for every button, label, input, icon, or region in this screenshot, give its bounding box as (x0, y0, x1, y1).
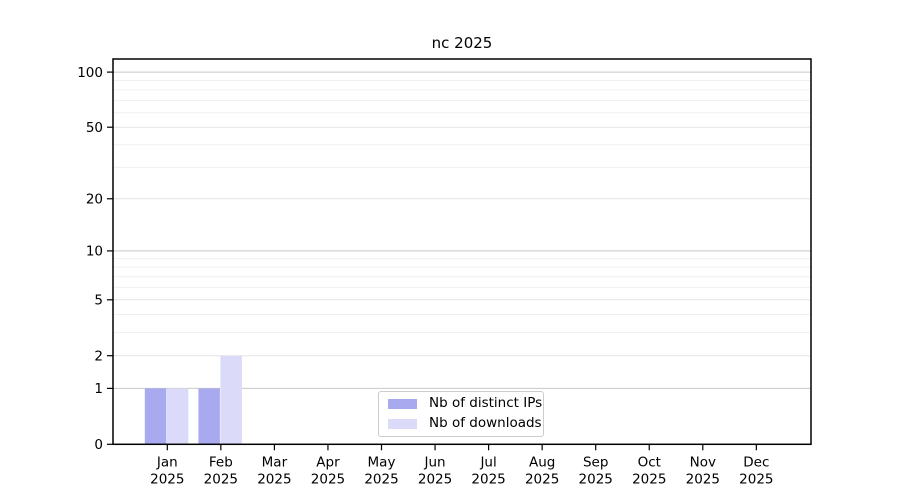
bar (144, 388, 167, 445)
x-tick-label-month: Jun (424, 454, 446, 470)
x-tick-label-month: Oct (638, 454, 661, 470)
x-tick-label-year: 2025 (204, 471, 238, 487)
x-tick-label-month: Mar (262, 454, 288, 470)
legend-item-downloads: Nb of downloads (388, 414, 542, 434)
y-tick-label: 0 (94, 437, 103, 453)
y-tick-label: 100 (77, 65, 103, 81)
y-tick-label: 5 (94, 293, 103, 309)
legend-swatch-downloads (388, 419, 417, 429)
y-tick-label: 50 (86, 120, 103, 136)
x-tick-label-year: 2025 (632, 471, 666, 487)
legend-swatch-distinct-ips (388, 399, 417, 409)
x-tick-label-year: 2025 (418, 471, 452, 487)
axes-spines (112, 58, 812, 446)
x-tick-label-month: May (368, 454, 396, 470)
x-tick-label-year: 2025 (739, 471, 773, 487)
x-tick-label-month: Apr (316, 454, 340, 470)
x-tick-label-year: 2025 (686, 471, 720, 487)
x-tick-label-month: Dec (743, 454, 769, 470)
x-tick-label-year: 2025 (364, 471, 398, 487)
legend-label-downloads: Nb of downloads (429, 415, 542, 432)
x-tick-label-year: 2025 (257, 471, 291, 487)
y-tick-label: 2 (94, 348, 103, 364)
bar (198, 388, 220, 445)
x-tick-label-year: 2025 (525, 471, 559, 487)
x-tick-label-year: 2025 (579, 471, 613, 487)
bar (166, 388, 189, 445)
x-tick-label-month: Feb (209, 454, 233, 470)
x-tick-label-month: Sep (583, 454, 608, 470)
chart-title: nc 2025 (431, 34, 493, 52)
y-tick-label: 1 (94, 381, 103, 397)
legend-item-distinct-ips: Nb of distinct IPs (388, 394, 542, 414)
bar (220, 355, 242, 445)
legend-label-distinct-ips: Nb of distinct IPs (429, 395, 543, 412)
x-tick-label-year: 2025 (471, 471, 505, 487)
x-tick-label-month: Nov (690, 454, 716, 470)
x-tick-label-year: 2025 (311, 471, 345, 487)
x-tick-label-month: Jan (156, 454, 178, 470)
y-tick-label: 20 (86, 191, 103, 207)
x-tick-label-year: 2025 (150, 471, 184, 487)
x-tick-label-month: Aug (529, 454, 555, 470)
y-tick-label: 10 (86, 244, 103, 260)
legend: Nb of distinct IPs Nb of downloads (378, 391, 544, 437)
x-tick-label-month: Jul (479, 454, 496, 470)
